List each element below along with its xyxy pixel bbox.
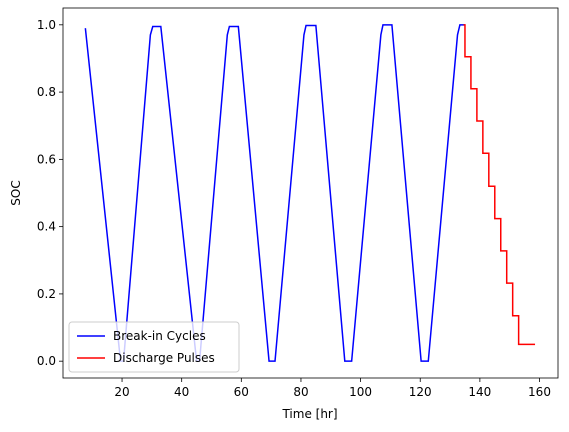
x-axis-label: Time [hr] xyxy=(281,407,337,421)
y-tick-label: 0.2 xyxy=(37,287,56,301)
legend-label: Break-in Cycles xyxy=(113,329,206,343)
y-tick-label: 0.4 xyxy=(37,220,56,234)
y-tick-label: 0.8 xyxy=(37,85,56,99)
x-tick-label: 20 xyxy=(114,385,129,399)
x-tick-label: 80 xyxy=(293,385,308,399)
x-tick-label: 60 xyxy=(234,385,249,399)
x-tick-label: 160 xyxy=(528,385,551,399)
series-line xyxy=(84,24,465,362)
y-tick-label: 0.6 xyxy=(37,152,56,166)
y-axis-label: SOC xyxy=(9,180,23,205)
x-tick-label: 40 xyxy=(174,385,189,399)
y-tick-label: 0.0 xyxy=(37,354,56,368)
y-tick-label: 1.0 xyxy=(37,18,56,32)
x-tick-label: 140 xyxy=(468,385,491,399)
x-tick-label: 100 xyxy=(349,385,372,399)
legend-label: Discharge Pulses xyxy=(113,351,215,365)
legend: Break-in Cycles Discharge Pulses xyxy=(68,321,240,373)
plot-frame xyxy=(62,7,559,379)
legend-box xyxy=(68,321,240,373)
x-tick-label: 120 xyxy=(409,385,432,399)
series-line xyxy=(463,24,536,346)
